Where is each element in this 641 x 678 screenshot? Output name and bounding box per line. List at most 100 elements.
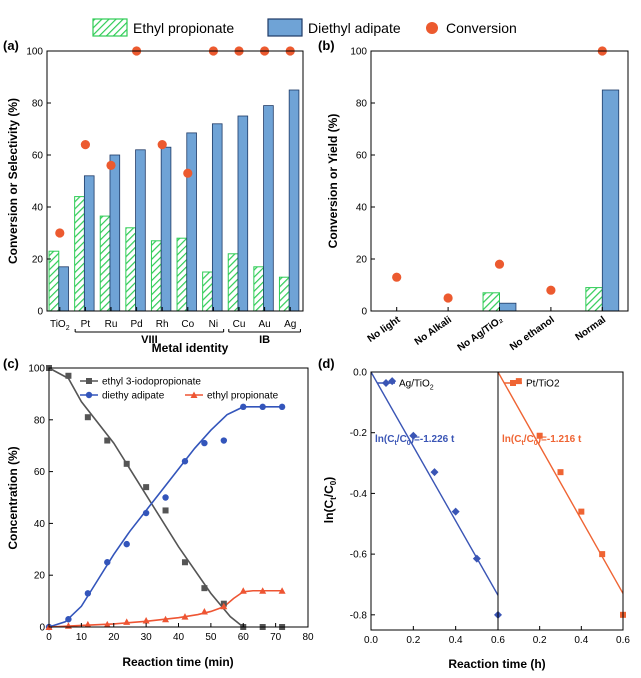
eq-sub2: 0 bbox=[534, 440, 538, 447]
fit-line-diethy-adipate bbox=[48, 406, 283, 628]
panel-b-chart: 0 20 40 60 80 100 No light No Alkali No Ag/TiO₂… bbox=[326, 46, 629, 354]
point-diethyl-adipate bbox=[201, 439, 208, 447]
xtick-label-c: 30 bbox=[141, 632, 153, 643]
bar-diethyl-adipate-Cu bbox=[237, 115, 249, 312]
ytick-label-a: 80 bbox=[32, 99, 44, 110]
point-conversion-Ru bbox=[106, 160, 116, 170]
xtick-label-Cu: Cu bbox=[233, 319, 246, 330]
panel-label-d: (d) bbox=[318, 356, 335, 371]
xtick-label-c: 60 bbox=[238, 632, 250, 643]
bar-ethyl-propionate-Ru bbox=[99, 215, 111, 312]
fit-equation-1: ln(Ct/C0)=-1.216 t bbox=[502, 434, 582, 447]
point-pt-tio2 bbox=[536, 432, 543, 439]
bar-ethyl-propionate-Cu bbox=[227, 253, 239, 312]
xtick-label-d: 0.2 bbox=[406, 635, 420, 646]
xtick-label-main: Cu bbox=[233, 319, 246, 330]
ytick-label-b: 40 bbox=[356, 203, 368, 214]
point-iodopropionate bbox=[162, 507, 169, 514]
eq-end: )=-1.226 t bbox=[411, 434, 455, 445]
ytick-label-c: 0 bbox=[39, 623, 45, 634]
bar-ethyl-propionate-Rh bbox=[150, 240, 162, 312]
panel-label-c: (c) bbox=[3, 356, 19, 371]
ytick-label-c: 20 bbox=[34, 571, 46, 582]
panel-d-frame bbox=[370, 371, 624, 631]
bar-diethyl-adipate-Ni bbox=[211, 123, 223, 312]
panel-d-ylabel: ln(Ct/C0) bbox=[322, 477, 338, 523]
ytick-label-d: 0.0 bbox=[353, 368, 367, 379]
top-legend: Ethyl propionate Diethyl adipate Convers… bbox=[92, 18, 517, 37]
bar-diethyl-adipate-TiO2 bbox=[58, 266, 69, 312]
point-diethyl-adipate bbox=[278, 403, 286, 411]
xtick-label-main: Pt bbox=[81, 319, 91, 330]
xtick-label-No Ag/TiO2: No Ag/TiO₂ bbox=[456, 314, 506, 353]
point-ethyl-propionate bbox=[142, 617, 150, 624]
ytick-label-d: -0.6 bbox=[350, 550, 368, 561]
group-label-IB: IB bbox=[259, 334, 270, 346]
point-ethyl-propionate bbox=[278, 587, 286, 594]
xtick-label-main: Co bbox=[181, 319, 194, 330]
point-iodopropionate bbox=[65, 372, 72, 379]
point-diethyl-adipate bbox=[181, 458, 189, 465]
bar-diethyl-adipate-Co bbox=[186, 132, 197, 312]
ytick-label-b: 80 bbox=[356, 99, 368, 110]
point-conversion-No ethanol bbox=[546, 285, 556, 295]
legend-swatch-conversion bbox=[426, 22, 438, 34]
xtick-label-Ag: Ag bbox=[284, 319, 296, 330]
xtick-label-d: 0.6 bbox=[491, 635, 505, 646]
point-ag-tio2 bbox=[472, 554, 481, 563]
point-diethyl-adipate bbox=[104, 559, 111, 566]
legend-label-c: ethyl propionate bbox=[207, 391, 279, 402]
xtick-label-Pd: Pd bbox=[130, 319, 142, 330]
bar-diethyl-adipate-Normal bbox=[601, 89, 620, 312]
point-conversion-Co bbox=[183, 168, 193, 178]
xtick-label-main: Ni bbox=[209, 319, 218, 330]
ytick-label-b: 20 bbox=[356, 255, 368, 266]
bar-ethyl-propionate-Au bbox=[253, 266, 265, 312]
panel-label-a: (a) bbox=[3, 38, 19, 53]
panel-d-xlabel: Reaction time (h) bbox=[448, 657, 545, 671]
legend-label-ethyl-propionate: Ethyl propionate bbox=[133, 20, 234, 36]
point-iodopropionate bbox=[123, 460, 130, 467]
xtick-label-c: 40 bbox=[173, 632, 185, 643]
panel-a-frame bbox=[46, 50, 304, 312]
xtick-label-Normal: Normal bbox=[573, 314, 608, 343]
point-iodopropionate bbox=[104, 437, 111, 444]
xtick-label-c: 10 bbox=[76, 632, 88, 643]
eq-main: ln(C bbox=[502, 434, 521, 445]
xtick-label-main: Pd bbox=[130, 319, 142, 330]
xtick-label-No Alkali: No Alkali bbox=[413, 314, 454, 347]
legend-label-main: Pt/TiO2 bbox=[526, 379, 560, 390]
xtick-label-main: Au bbox=[258, 319, 270, 330]
bar-ethyl-propionate-TiO2 bbox=[48, 250, 60, 312]
eq-sub2: 0 bbox=[407, 440, 411, 447]
legend-marker-diamond bbox=[382, 379, 390, 387]
xtick-label-Co: Co bbox=[181, 319, 194, 330]
ytick-label-c: 80 bbox=[34, 415, 46, 426]
legend-label-diethyl-adipate: Diethyl adipate bbox=[308, 20, 401, 36]
eq-end: )=-1.216 t bbox=[538, 434, 582, 445]
point-ag-tio2 bbox=[388, 377, 397, 386]
point-pt-tio2 bbox=[557, 469, 564, 476]
xtick-label-Rh: Rh bbox=[156, 319, 169, 330]
fit-line-sub-0 bbox=[370, 371, 499, 596]
xtick-label-c: 50 bbox=[205, 632, 217, 643]
bar-ethyl-propionate-Pd bbox=[125, 227, 137, 312]
eq-sub1: t bbox=[521, 440, 524, 447]
xtick-label-Au: Au bbox=[258, 319, 270, 330]
xtick-label-c: 80 bbox=[302, 632, 314, 643]
panel-d-ylabel-end: ) bbox=[322, 477, 336, 481]
legend-label-d-1: Pt/TiO2 bbox=[526, 379, 560, 390]
point-ethyl-propionate bbox=[103, 620, 111, 628]
xtick-label-sub: 2 bbox=[66, 325, 70, 332]
xtick-label-d: 0.6 bbox=[616, 635, 630, 646]
point-diethyl-adipate bbox=[162, 494, 169, 501]
fit-line-sub-1 bbox=[497, 371, 624, 594]
legend-swatch-diethyl-adipate bbox=[267, 18, 303, 37]
bar-ethyl-propionate-Ag bbox=[278, 276, 290, 312]
point-ethyl-propionate bbox=[162, 615, 170, 623]
legend-label-main: Ag/TiO bbox=[399, 379, 430, 390]
panel-c-chart: 0 20 40 60 80 100 0 10 20 30 40 50 60 70 80 ethyl 3-i… bbox=[6, 364, 314, 670]
xtick-label-main: TiO bbox=[50, 319, 66, 330]
ytick-label-b: 100 bbox=[350, 47, 367, 58]
xtick-label-c: 20 bbox=[108, 632, 120, 643]
